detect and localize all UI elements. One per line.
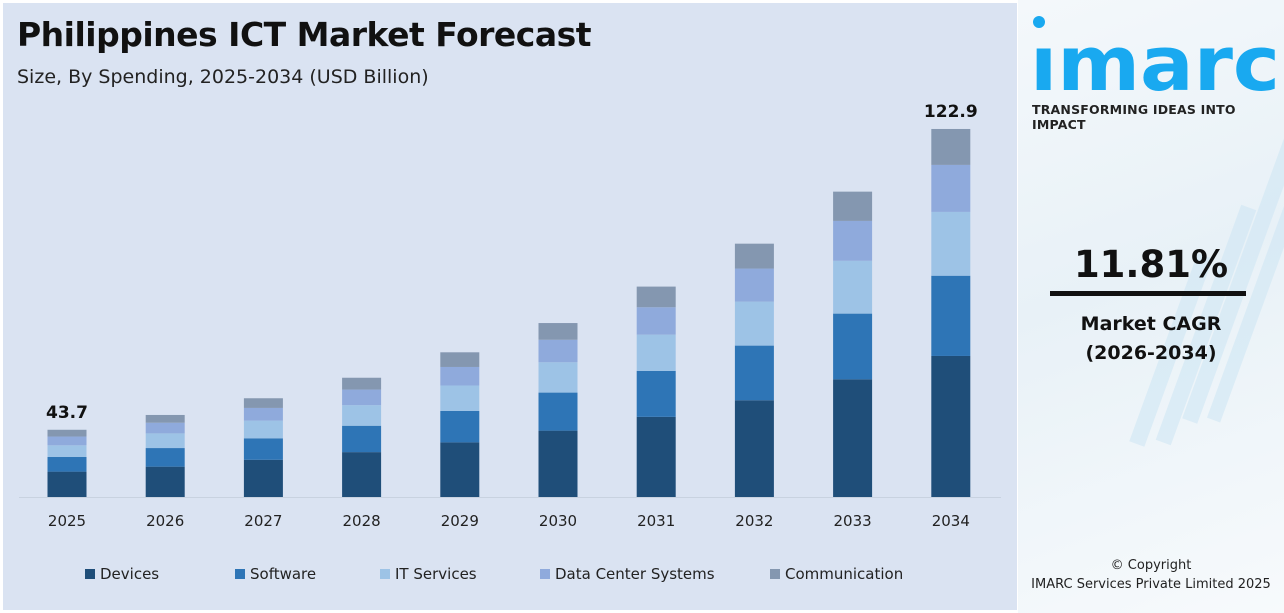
legend-swatch <box>85 569 95 579</box>
bar-segment-data-center-systems-2034 <box>931 164 971 212</box>
bar-segment-software-2025 <box>47 457 87 472</box>
copyright: © Copyright IMARC Services Private Limit… <box>1018 556 1284 594</box>
legend-label: IT Services <box>395 565 477 583</box>
data-label-2034: 122.9 <box>924 102 978 122</box>
bar-segment-communication-2029 <box>440 352 480 367</box>
bar-segment-devices-2032 <box>734 400 774 497</box>
x-tick-label: 2032 <box>735 512 773 530</box>
bar-segment-communication-2031 <box>636 286 676 308</box>
x-tick-label: 2031 <box>637 512 675 530</box>
legend-item-it-services: IT Services <box>380 565 540 583</box>
svg-text:ımarc: ımarc <box>1030 19 1280 94</box>
bar-segment-software-2026 <box>145 448 185 467</box>
cagr-period: (2026-2034) <box>1085 342 1217 364</box>
bar-segment-communication-2025 <box>47 429 87 437</box>
bar-segment-communication-2032 <box>734 243 774 269</box>
bar-segment-devices-2025 <box>47 471 87 497</box>
cagr-label: Market CAGR (2026-2034) <box>1018 310 1284 368</box>
bar-segment-it-services-2030 <box>538 362 578 393</box>
bar-segment-it-services-2027 <box>243 420 283 439</box>
bar-segment-devices-2029 <box>440 442 480 497</box>
bar-segment-software-2032 <box>734 345 774 401</box>
legend: Devices Software IT Services Data Center Sy… <box>85 565 920 583</box>
bar-segment-software-2031 <box>636 370 676 417</box>
bar-segment-devices-2027 <box>243 459 283 497</box>
legend-item-software: Software <box>235 565 380 583</box>
bar-segment-software-2029 <box>440 410 480 443</box>
chart-title: Philippines ICT Market Forecast <box>17 15 592 54</box>
bar-segment-data-center-systems-2028 <box>342 389 382 406</box>
legend-item-data-center-systems: Data Center Systems <box>540 565 770 583</box>
x-tick-label: 2034 <box>932 512 970 530</box>
bar-segment-devices-2034 <box>931 355 971 497</box>
x-tick-label: 2025 <box>48 512 86 530</box>
bar-segment-devices-2026 <box>145 466 185 497</box>
bar-segment-data-center-systems-2027 <box>243 407 283 421</box>
bar-segment-software-2030 <box>538 392 578 431</box>
bar-segment-communication-2027 <box>243 398 283 408</box>
legend-swatch <box>770 569 780 579</box>
bar-segment-communication-2033 <box>833 191 873 221</box>
x-tick-label: 2030 <box>539 512 577 530</box>
legend-label: Data Center Systems <box>555 565 715 583</box>
bar-segment-data-center-systems-2030 <box>538 339 578 363</box>
x-tick-label: 2027 <box>244 512 282 530</box>
legend-swatch <box>235 569 245 579</box>
bar-segment-devices-2028 <box>342 452 382 497</box>
legend-item-communication: Communication <box>770 565 920 583</box>
tagline: TRANSFORMING IDEAS INTO IMPACT <box>1032 102 1236 132</box>
legend-label: Devices <box>100 565 160 583</box>
bar-segment-software-2027 <box>243 438 283 460</box>
legend-item-devices: Devices <box>85 565 235 583</box>
bar-segment-it-services-2031 <box>636 334 676 371</box>
imarc-logo: ımarc <box>1030 16 1280 94</box>
legend-label: Communication <box>785 565 904 583</box>
bar-segment-it-services-2034 <box>931 211 971 276</box>
bar-segment-communication-2028 <box>342 377 382 390</box>
data-label-2025: 43.7 <box>46 403 88 423</box>
bar-segment-it-services-2026 <box>145 433 185 449</box>
divider <box>1050 291 1246 296</box>
bar-segment-data-center-systems-2029 <box>440 366 480 386</box>
legend-swatch <box>380 569 390 579</box>
bar-segment-software-2034 <box>931 275 971 356</box>
x-tick-label: 2028 <box>343 512 381 530</box>
bar-segment-devices-2030 <box>538 430 578 497</box>
bar-segment-data-center-systems-2031 <box>636 307 676 335</box>
chart-subtitle: Size, By Spending, 2025-2034 (USD Billio… <box>17 66 429 88</box>
chart-panel: Philippines ICT Market Forecast Size, By… <box>3 3 1017 610</box>
cagr-value: 11.81% <box>1073 243 1229 286</box>
bar-segment-data-center-systems-2032 <box>734 268 774 302</box>
bar-segment-devices-2031 <box>636 416 676 497</box>
copyright-text: © Copyright <box>1110 558 1192 573</box>
bar-segment-communication-2026 <box>145 414 185 423</box>
legend-label: Software <box>250 565 317 583</box>
bar-segment-data-center-systems-2026 <box>145 422 185 434</box>
bar-segment-it-services-2033 <box>833 260 873 314</box>
side-panel: ımarc TRANSFORMING IDEAS INTO IMPACT 11.… <box>1018 0 1284 613</box>
company-name: IMARC Services Private Limited 2025 <box>1031 577 1271 592</box>
legend-swatch <box>540 569 550 579</box>
cagr-label-text: Market CAGR <box>1080 313 1222 335</box>
x-tick-label: 2026 <box>146 512 184 530</box>
bar-segment-it-services-2029 <box>440 385 480 411</box>
x-tick-label: 2029 <box>441 512 479 530</box>
bar-segment-software-2028 <box>342 425 382 453</box>
bar-segment-it-services-2028 <box>342 405 382 426</box>
bar-segment-it-services-2025 <box>47 445 87 458</box>
bar-segment-software-2033 <box>833 313 873 380</box>
bar-segment-communication-2030 <box>538 323 578 340</box>
bar-segment-devices-2033 <box>833 379 873 497</box>
bar-segment-it-services-2032 <box>734 301 774 346</box>
bar-segment-communication-2034 <box>931 128 971 165</box>
bar-segment-data-center-systems-2033 <box>833 220 873 261</box>
stacked-bar-plot: 2025 43.7 2026 2027 2028 2029 2030 2031 2032 2033… <box>19 102 1001 530</box>
x-tick-label: 2033 <box>834 512 872 530</box>
bar-segment-data-center-systems-2025 <box>47 436 87 446</box>
